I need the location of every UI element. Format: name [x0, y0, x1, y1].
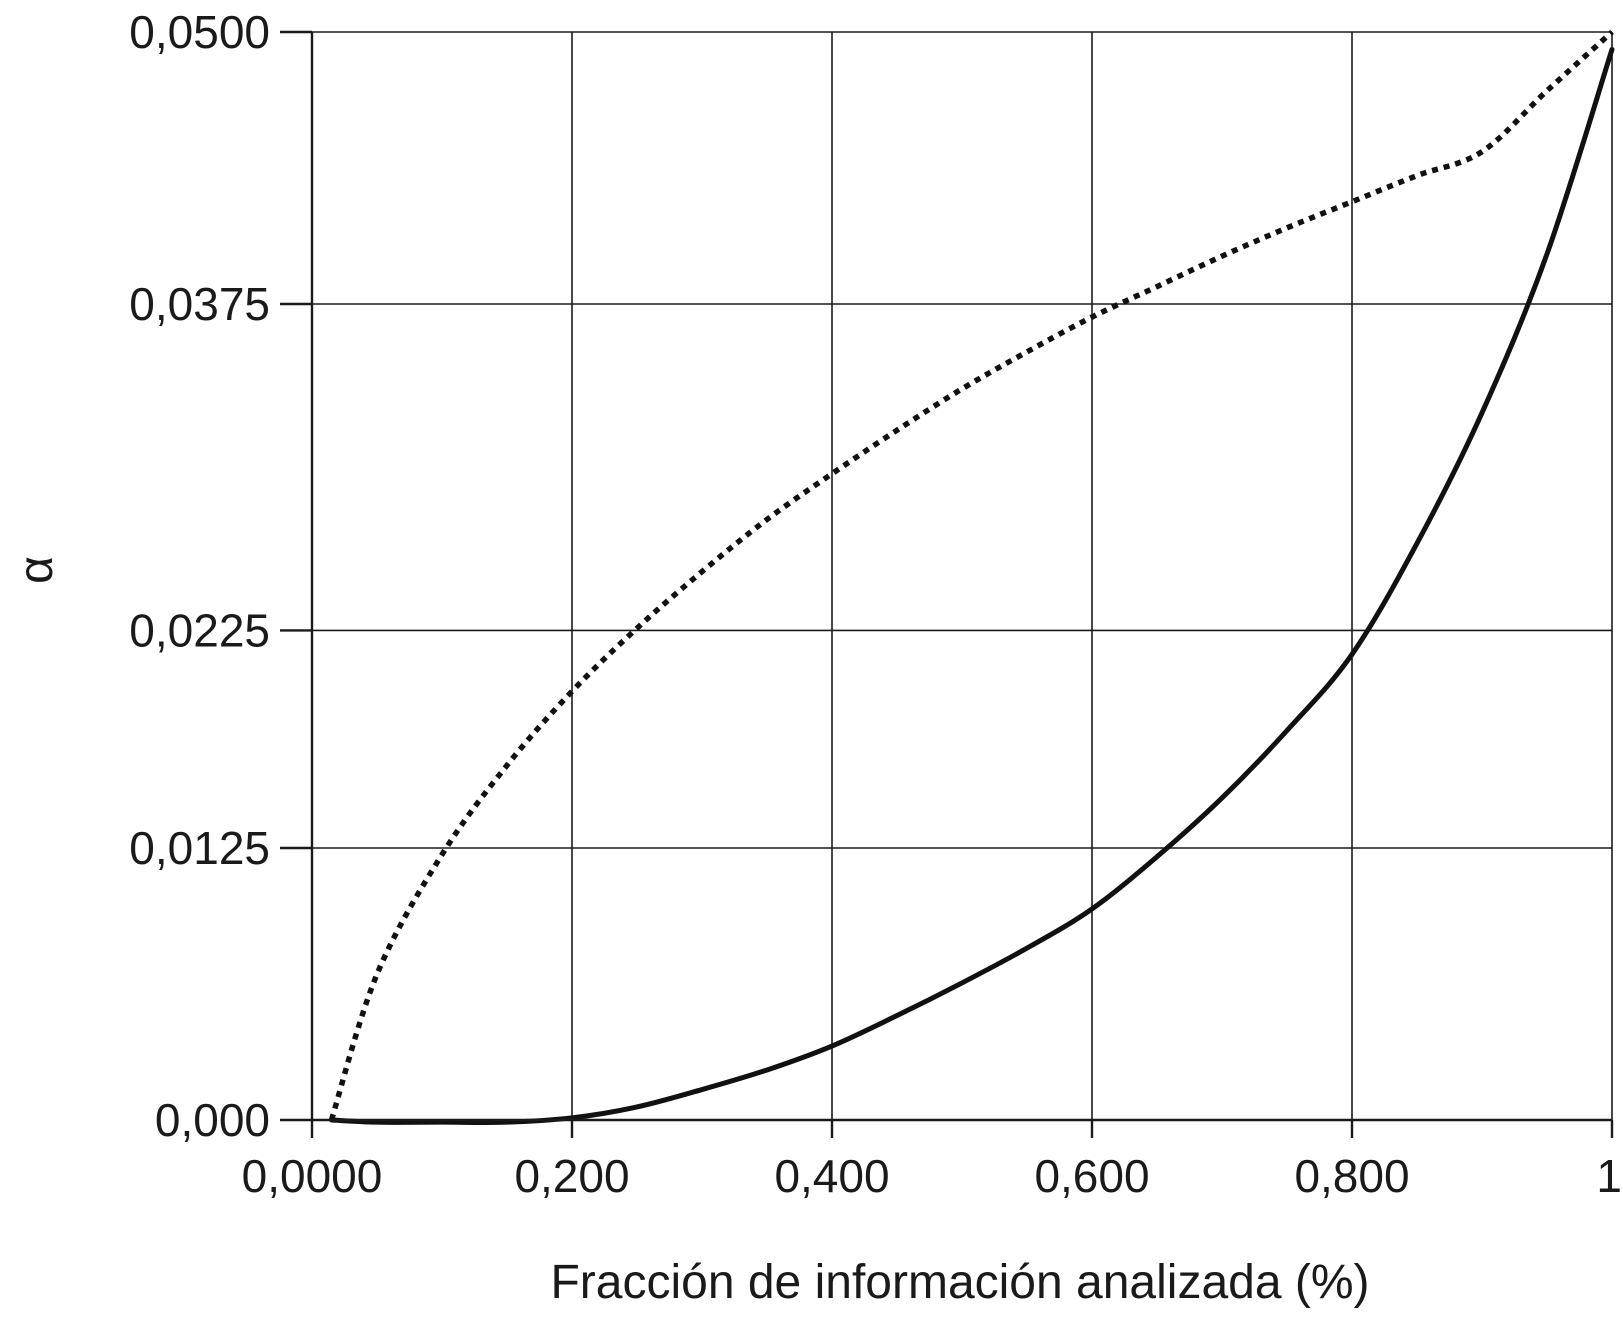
- series-line-dotted: [328, 29, 1614, 1121]
- axes: [280, 30, 1614, 1138]
- x-tick-label: 0,400: [774, 1150, 889, 1202]
- x-tick-label: 1: [1596, 1150, 1622, 1202]
- grid: [311, 31, 1613, 1121]
- y-tick-label: 0,0225: [129, 604, 270, 656]
- y-tick-label: 0,000: [155, 1094, 270, 1146]
- y-tick-label: 0,0125: [129, 822, 270, 874]
- x-tick-label: 0,200: [514, 1150, 629, 1202]
- x-tick-label: 0,0000: [242, 1150, 383, 1202]
- y-tick-label: 0,0375: [129, 278, 270, 330]
- y-axis-title: α: [10, 556, 63, 584]
- series-layer: [328, 29, 1615, 1125]
- tick-labels: 0,0000 0,200 0,400 0,600 0,800 1 0,000 0,0125 0,…: [129, 6, 1622, 1202]
- x-tick-label: 0,800: [1294, 1150, 1409, 1202]
- x-axis-title: Fracción de información analizada (%): [550, 1256, 1369, 1309]
- series-line-solid: [329, 46, 1615, 1125]
- x-tick-label: 0,600: [1034, 1150, 1149, 1202]
- y-tick-label: 0,0500: [129, 6, 270, 58]
